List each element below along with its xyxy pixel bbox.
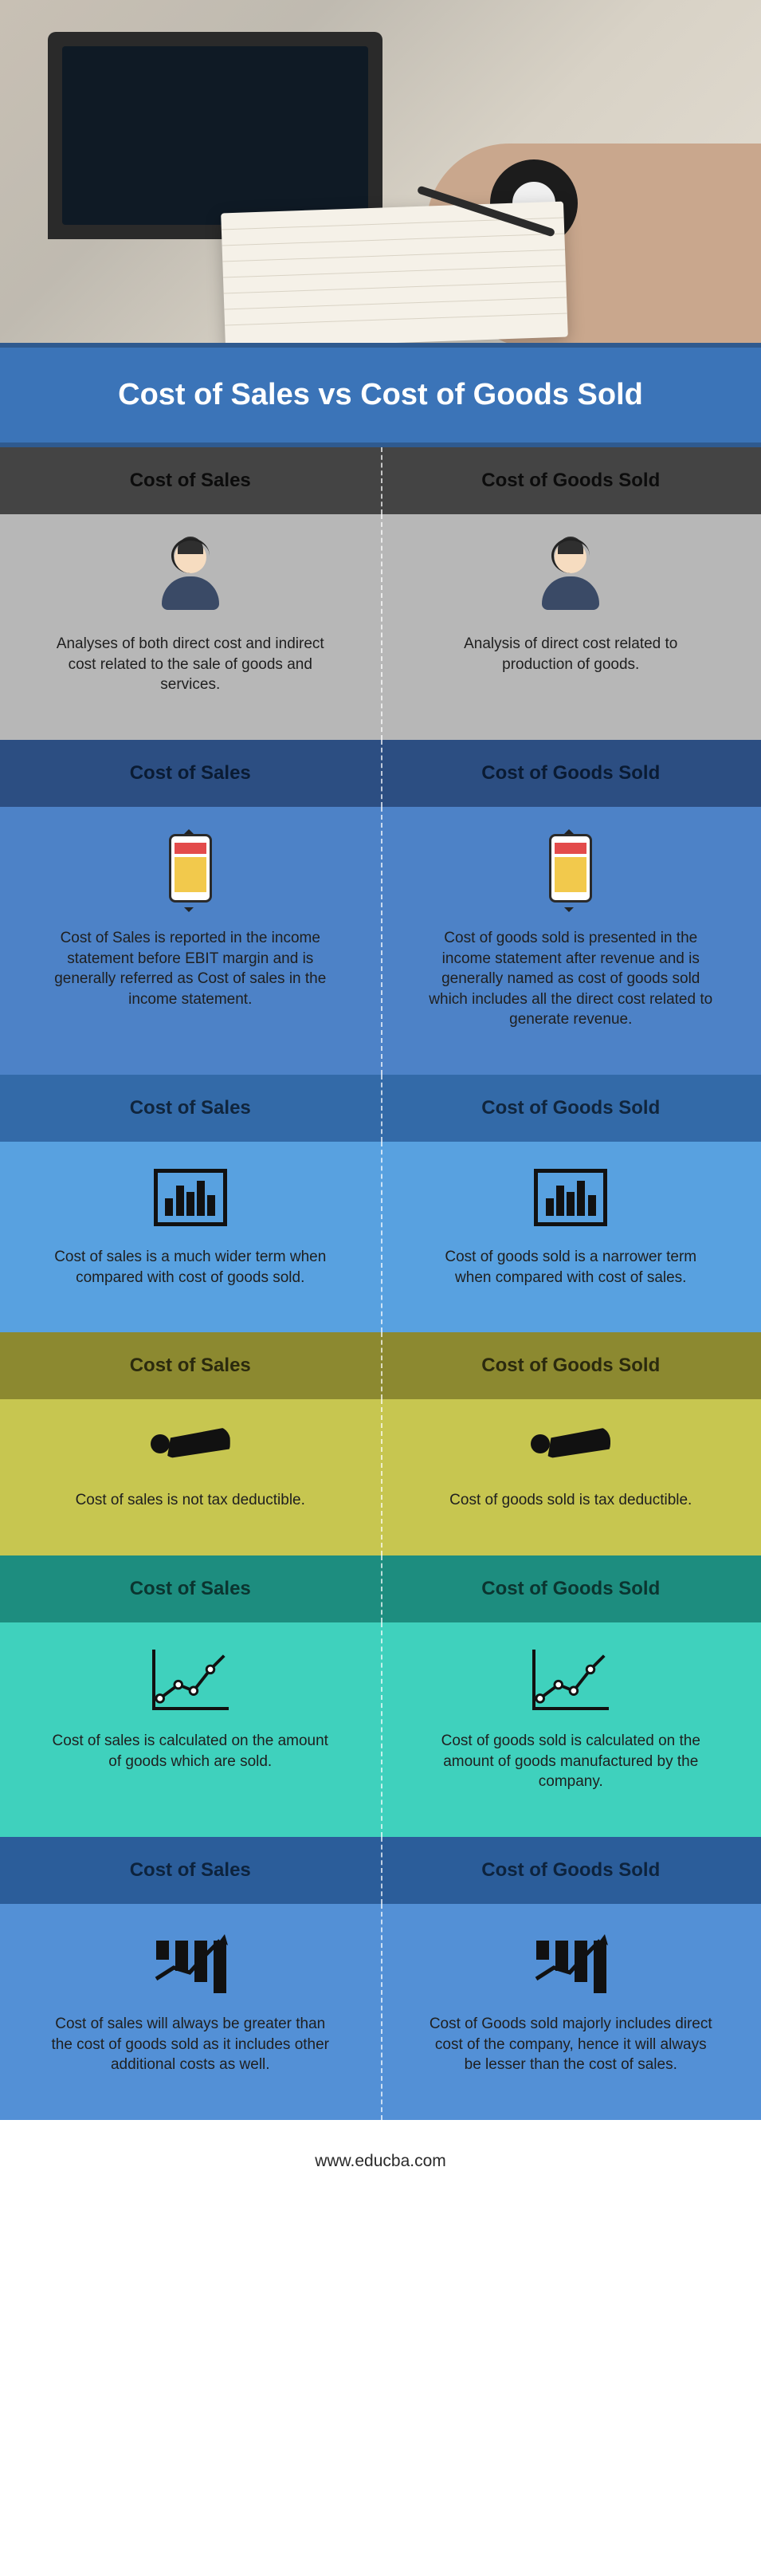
phone-icon <box>547 834 594 907</box>
body-right-text: Cost of goods sold is presented in the i… <box>429 928 714 1030</box>
header-right: Cost of Goods Sold <box>381 740 761 807</box>
header-right: Cost of Goods Sold <box>381 1837 761 1904</box>
body-left-text: Cost of sales is not tax deductible. <box>48 1490 333 1511</box>
bar-chart-icon <box>154 1169 227 1226</box>
scroll-icon <box>151 1426 230 1469</box>
header-left: Cost of Sales <box>0 447 381 514</box>
line-chart-icon <box>532 1650 609 1710</box>
growth-chart-icon <box>151 1931 229 1993</box>
header-right: Cost of Goods Sold <box>381 447 761 514</box>
header-right: Cost of Goods Sold <box>381 1555 761 1622</box>
page-title: Cost of Sales vs Cost of Goods Sold <box>0 343 761 447</box>
section-header: Cost of Sales Cost of Goods Sold <box>0 740 761 807</box>
header-left: Cost of Sales <box>0 1075 381 1142</box>
body-left: Cost of sales is a much wider term when … <box>0 1142 381 1332</box>
line-chart-icon <box>152 1650 229 1710</box>
footer-url: www.educba.com <box>0 2120 761 2211</box>
body-right-text: Cost of goods sold is calculated on the … <box>429 1731 714 1792</box>
body-right-text: Analysis of direct cost related to produ… <box>429 634 714 674</box>
header-left: Cost of Sales <box>0 1332 381 1399</box>
body-left-text: Analyses of both direct cost and indirec… <box>48 634 333 695</box>
section-body: Cost of sales is a much wider term when … <box>0 1142 761 1332</box>
body-right: Analysis of direct cost related to produ… <box>381 514 761 740</box>
section-header: Cost of Sales Cost of Goods Sold <box>0 447 761 514</box>
body-left: Analyses of both direct cost and indirec… <box>0 514 381 740</box>
body-right: Cost of goods sold is calculated on the … <box>381 1622 761 1837</box>
header-left: Cost of Sales <box>0 1837 381 1904</box>
header-right: Cost of Goods Sold <box>381 1332 761 1399</box>
body-right: Cost of goods sold is presented in the i… <box>381 807 761 1075</box>
section-body: Cost of Sales is reported in the income … <box>0 807 761 1075</box>
section-body: Analyses of both direct cost and indirec… <box>0 514 761 740</box>
header-right: Cost of Goods Sold <box>381 1075 761 1142</box>
scroll-icon <box>531 1426 610 1469</box>
body-right: Cost of goods sold is a narrower term wh… <box>381 1142 761 1332</box>
body-left: Cost of sales will always be greater tha… <box>0 1904 381 2120</box>
body-right-text: Cost of goods sold is a narrower term wh… <box>429 1247 714 1288</box>
growth-chart-icon <box>532 1931 610 1993</box>
section-header: Cost of Sales Cost of Goods Sold <box>0 1837 761 1904</box>
header-left: Cost of Sales <box>0 740 381 807</box>
header-left: Cost of Sales <box>0 1555 381 1622</box>
section-header: Cost of Sales Cost of Goods Sold <box>0 1075 761 1142</box>
section-header: Cost of Sales Cost of Goods Sold <box>0 1555 761 1622</box>
body-left: Cost of Sales is reported in the income … <box>0 807 381 1075</box>
body-right: Cost of goods sold is tax deductible. <box>381 1399 761 1555</box>
body-left-text: Cost of sales is a much wider term when … <box>48 1247 333 1288</box>
body-right-text: Cost of goods sold is tax deductible. <box>429 1490 714 1511</box>
body-right-text: Cost of Goods sold majorly includes dire… <box>429 2014 714 2075</box>
section-body: Cost of sales will always be greater tha… <box>0 1904 761 2120</box>
hero-image <box>0 0 761 343</box>
section-body: Cost of sales is calculated on the amoun… <box>0 1622 761 1837</box>
body-left-text: Cost of Sales is reported in the income … <box>48 928 333 1010</box>
body-left-text: Cost of sales will always be greater tha… <box>48 2014 333 2075</box>
section-header: Cost of Sales Cost of Goods Sold <box>0 1332 761 1399</box>
body-left-text: Cost of sales is calculated on the amoun… <box>48 1731 333 1772</box>
person-headset-icon <box>160 541 221 613</box>
body-right: Cost of Goods sold majorly includes dire… <box>381 1904 761 2120</box>
bar-chart-icon <box>534 1169 607 1226</box>
body-left: Cost of sales is calculated on the amoun… <box>0 1622 381 1837</box>
phone-icon <box>167 834 214 907</box>
body-left: Cost of sales is not tax deductible. <box>0 1399 381 1555</box>
person-headset-icon <box>540 541 601 613</box>
section-body: Cost of sales is not tax deductible. Cos… <box>0 1399 761 1555</box>
